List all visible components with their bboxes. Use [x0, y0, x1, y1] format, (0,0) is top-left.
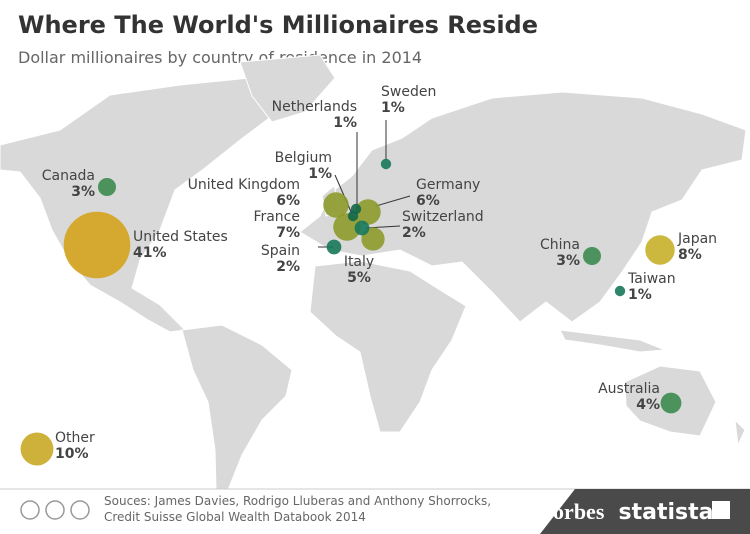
title: Where The World's Millionaires Reside [18, 11, 538, 39]
footer: Souces: James Davies, Rodrigo Lluberas a… [0, 488, 750, 534]
bubble [323, 192, 349, 218]
bubble [354, 220, 370, 236]
source-line: Souces: James Davies, Rodrigo Lluberas a… [104, 494, 491, 508]
value-label: 10% [55, 446, 89, 462]
brand-forbes: Forbes [540, 499, 605, 524]
value-label: 1% [308, 166, 332, 182]
value-label: 2% [402, 225, 426, 241]
country-label: Other [55, 430, 95, 446]
value-label: 41% [133, 245, 167, 261]
bubble [645, 235, 675, 265]
value-label: 7% [276, 225, 300, 241]
value-label: 6% [416, 193, 440, 209]
country-label: Germany [416, 177, 480, 193]
country-label: Spain [261, 243, 300, 259]
bubble [355, 199, 381, 225]
brand-statista: statista [619, 500, 714, 525]
bubble [614, 285, 626, 297]
country-label: United States [133, 229, 228, 245]
value-label: 8% [678, 247, 702, 263]
country-label: Switzerland [402, 209, 484, 225]
country-label: China [540, 237, 580, 253]
country-label: United Kingdom [188, 177, 300, 193]
value-label: 1% [333, 115, 357, 131]
country-label: Canada [42, 168, 95, 184]
bubble [97, 177, 117, 197]
country-label: Australia [598, 381, 660, 397]
bubble [660, 392, 682, 414]
country-label: Netherlands [272, 99, 357, 115]
country-label: Belgium [275, 150, 332, 166]
bubbles [20, 158, 682, 466]
bubble [582, 246, 602, 266]
value-label: 1% [381, 100, 405, 116]
source-line: Credit Suisse Global Wealth Databook 201… [104, 510, 366, 524]
country-label: Japan [677, 231, 717, 247]
subtitle: Dollar millionaires by country of reside… [18, 48, 422, 67]
value-label: 4% [636, 397, 660, 413]
value-label: 3% [71, 184, 95, 200]
country-label: Taiwan [627, 271, 676, 287]
value-label: 6% [276, 193, 300, 209]
value-label: 1% [628, 287, 652, 303]
value-label: 5% [347, 270, 371, 286]
bubble [20, 432, 54, 466]
country-label: Sweden [381, 84, 436, 100]
leader-lines [318, 120, 411, 248]
bubble [63, 211, 131, 279]
country-label: Italy [344, 254, 374, 270]
bubble [347, 210, 359, 222]
value-label: 3% [556, 253, 580, 269]
value-label: 2% [276, 259, 300, 275]
bubble [326, 239, 342, 255]
bubble [380, 158, 392, 170]
country-label: France [253, 209, 300, 225]
